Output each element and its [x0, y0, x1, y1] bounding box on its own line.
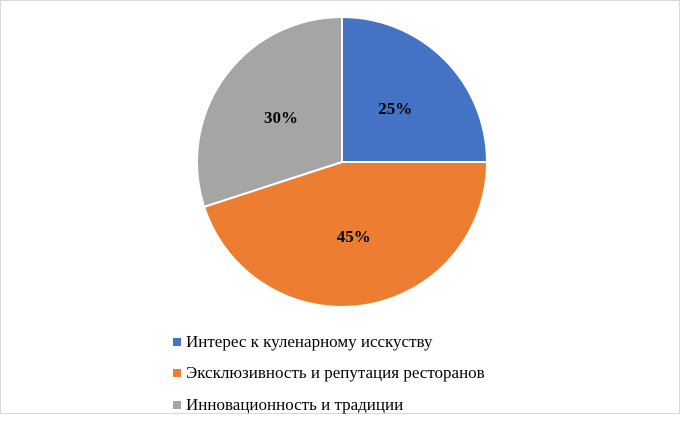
legend: Интерес к куленарному исскуству Эксклюзи…: [173, 326, 485, 421]
data-label: 45%: [337, 227, 371, 246]
legend-label: Эксклюзивность и репутация ресторанов: [186, 363, 485, 383]
pie-slice: [202, 161, 489, 308]
legend-swatch: [173, 337, 181, 346]
legend-item: Эксклюзивность и репутация ресторанов: [173, 358, 485, 390]
pie-slice: [341, 15, 489, 163]
legend-label: Интерес к куленарному исскуству: [186, 331, 433, 351]
legend-label: Инновационность и традиции: [186, 394, 404, 414]
legend-swatch: [173, 400, 181, 409]
legend-item: Интерес к куленарному исскуству: [173, 326, 485, 358]
data-label: 30%: [264, 108, 298, 127]
data-label: 25%: [378, 99, 412, 118]
pie-slice: [196, 15, 343, 209]
legend-swatch: [173, 369, 181, 378]
legend-item: Инновационность и традиции: [173, 389, 485, 421]
